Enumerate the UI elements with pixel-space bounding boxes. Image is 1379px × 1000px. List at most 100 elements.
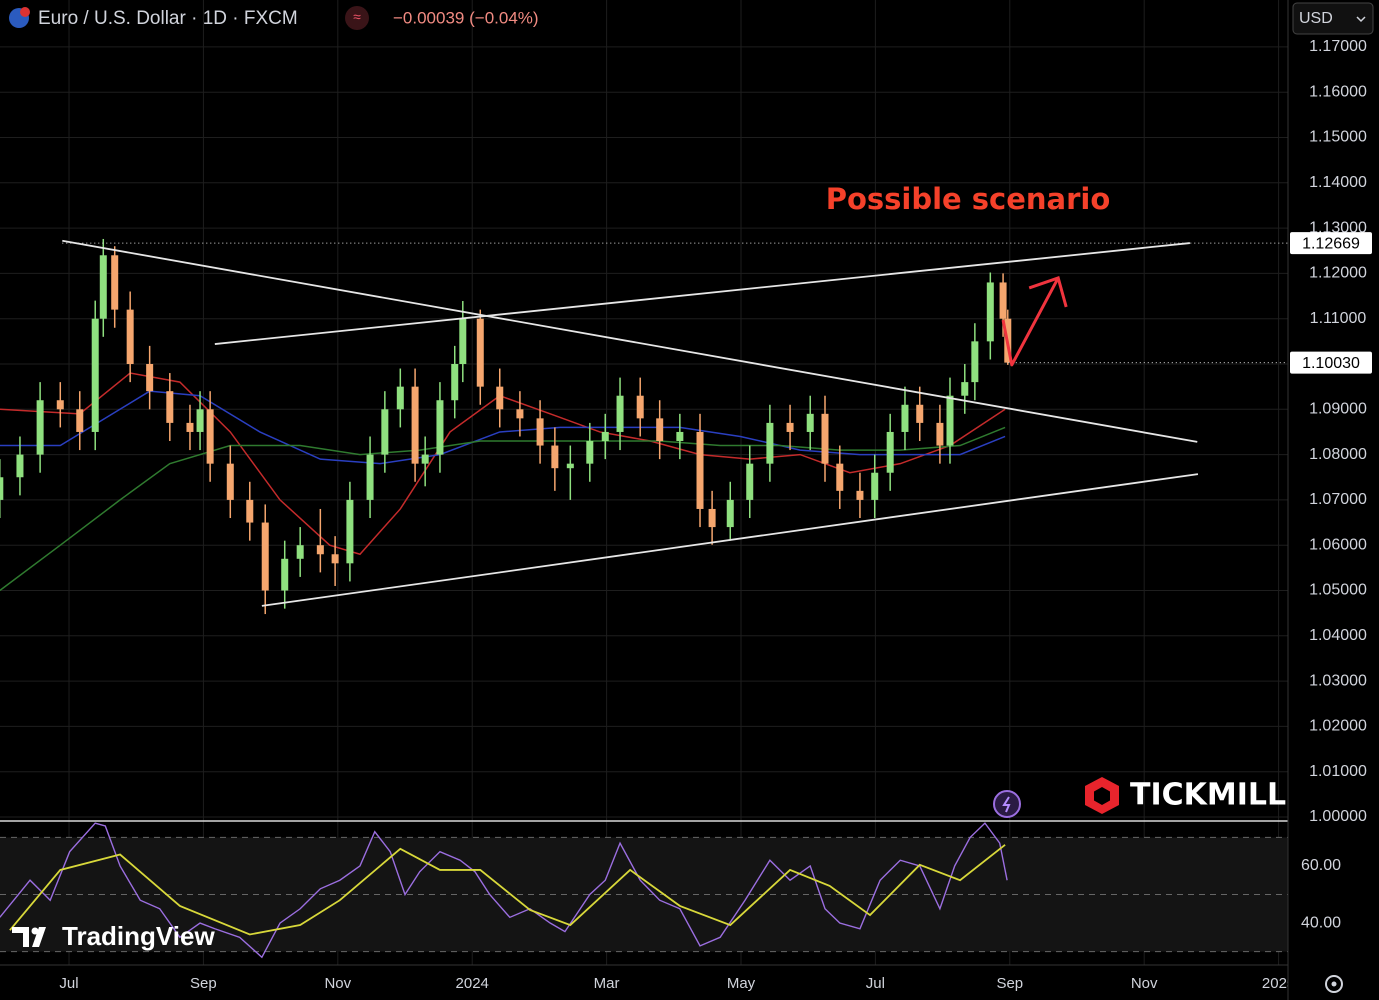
price-change: −0.00039 (−0.04%) (393, 8, 539, 27)
price-pane (0, 238, 1288, 615)
candle-body (806, 413, 814, 432)
x-tick-label: Jul (866, 975, 885, 992)
candle-body (0, 477, 4, 500)
annotation: Possible scenario (826, 182, 1111, 216)
candle-body (421, 454, 429, 464)
candle-body (676, 431, 684, 442)
time-axis: Jul Sep Nov 2024 Mar May Jul Sep Nov 2025 (59, 975, 1295, 992)
level-label: 1.10030 (1302, 355, 1360, 372)
candle-body (226, 463, 234, 500)
candle-body (316, 545, 324, 555)
x-tick-label: Nov (324, 975, 351, 992)
symbol-flag (20, 7, 30, 17)
currency-chevron (1356, 16, 1366, 23)
platform-name: TradingView (62, 921, 215, 951)
candle-body (566, 463, 574, 469)
candle-body (206, 409, 214, 464)
candle-body (76, 409, 84, 432)
x-tick-label: Sep (996, 975, 1023, 992)
candle-body (91, 318, 99, 432)
candle-body (786, 422, 794, 432)
trend-line (261, 473, 1199, 607)
candle-body (331, 554, 339, 564)
candle-body (821, 413, 829, 464)
candle-body (99, 255, 107, 319)
candle-body (836, 463, 844, 491)
candle-body (551, 445, 559, 469)
currency-button[interactable] (1292, 2, 1374, 35)
grid (0, 0, 1288, 965)
broker-logo (1094, 787, 1110, 805)
y-tick-label: 1.13000 (1309, 219, 1367, 236)
rsi-line (9, 844, 1006, 936)
y-tick-label: 1.06000 (1309, 536, 1367, 553)
indicator-icon: ≈ (353, 9, 361, 25)
candle-body (746, 463, 754, 500)
candle-body (971, 341, 979, 383)
price-axis: 1.00000 1.01000 1.02000 1.03000 1.04000 1.050… (1290, 38, 1372, 931)
candle-body (411, 386, 419, 464)
y-tick-label: 1.11000 (1310, 310, 1367, 327)
y-tick-label: 1.15000 (1309, 129, 1367, 146)
candle-body (616, 395, 624, 432)
y-tick-label: 40.00 (1301, 914, 1341, 931)
candle-body (111, 255, 119, 310)
y-tick-label: 1.07000 (1309, 491, 1367, 508)
x-tick-label: 2025 (1262, 975, 1295, 992)
y-tick-label: 1.17000 (1309, 38, 1367, 55)
scenario-path (1001, 277, 1060, 367)
candle-body (476, 318, 484, 387)
alert-icon (1002, 796, 1011, 813)
x-tick-label: Jul (59, 975, 78, 992)
platform-logo (31, 927, 39, 935)
candle-body (901, 404, 909, 432)
candle-body (708, 508, 716, 528)
candle-body (586, 441, 594, 464)
symbol-title[interactable]: Euro / U.S. Dollar · 1D · FXCM (38, 8, 298, 29)
x-tick-label: May (727, 975, 756, 992)
y-tick-label: 1.16000 (1309, 83, 1367, 100)
candle-body (166, 391, 174, 423)
x-tick-label: Nov (1131, 975, 1158, 992)
level-label-box (1290, 351, 1372, 374)
candle-body (766, 422, 774, 464)
y-tick-label: 1.12000 (1309, 265, 1367, 282)
level-label-box (1290, 232, 1372, 255)
trend-line (62, 239, 1198, 443)
indicator-icon (345, 6, 369, 30)
settings-icon[interactable] (1325, 975, 1343, 993)
candle-body (636, 395, 644, 419)
candle-body (451, 363, 459, 401)
rsi-line (0, 822, 1008, 959)
candle-body (999, 282, 1007, 319)
broker-name: TICKMILL (1130, 778, 1286, 813)
candle-body (726, 499, 734, 528)
candle-body (196, 409, 204, 432)
candle-body (961, 382, 969, 396)
candle-body (436, 400, 444, 455)
candle-body (656, 418, 664, 442)
settings-icon (1331, 981, 1337, 987)
candle-body (36, 400, 44, 455)
scenario-arrowhead (1028, 275, 1068, 308)
candle-body (296, 545, 304, 559)
y-tick-label: 1.02000 (1309, 718, 1367, 735)
candle-body (246, 499, 254, 523)
candle-body (946, 395, 954, 446)
candle-body (56, 400, 64, 410)
candle-body (261, 522, 269, 591)
y-tick-label: 1.00000 (1309, 808, 1367, 825)
y-tick-label: 1.03000 (1309, 672, 1367, 689)
x-tick-label: 2024 (456, 975, 489, 992)
candle-body (856, 490, 864, 500)
y-tick-label: 1.04000 (1309, 627, 1367, 644)
x-tick-label: Sep (190, 975, 217, 992)
candle-body (496, 386, 504, 410)
candle-body (366, 454, 374, 500)
rsi-pane (0, 822, 1288, 959)
currency-label[interactable]: USD (1299, 10, 1333, 27)
candle-body (696, 431, 704, 509)
candle-body (126, 309, 134, 364)
candle-body (16, 454, 24, 478)
